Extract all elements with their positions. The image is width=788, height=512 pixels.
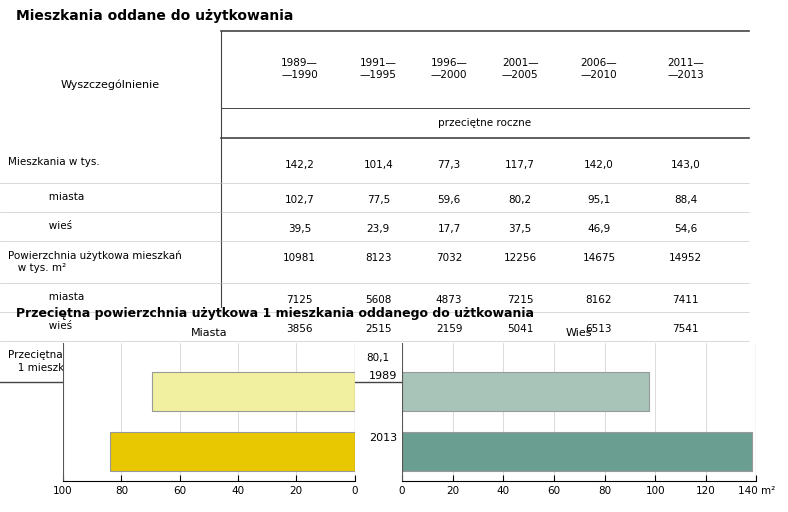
Text: 3856: 3856 (286, 324, 313, 334)
Text: wieś: wieś (39, 321, 72, 331)
Text: 117,7: 117,7 (505, 160, 535, 170)
Text: 8123: 8123 (365, 253, 392, 264)
Text: 103,3: 103,3 (584, 353, 614, 364)
Title: Wieś: Wieś (566, 328, 593, 338)
Text: 95,1: 95,1 (587, 195, 611, 205)
Text: 77,3: 77,3 (437, 160, 461, 170)
Text: Przeciętna powierzchnia użytkowa
   1 mieszkania w m²: Przeciętna powierzchnia użytkowa 1 miesz… (8, 350, 188, 373)
Text: miasta: miasta (39, 192, 84, 202)
Text: 91,0: 91,0 (437, 353, 461, 364)
Text: przeciętne roczne: przeciętne roczne (438, 118, 531, 128)
Text: 6513: 6513 (585, 324, 612, 334)
Text: Mieszkania oddane do użytkowania: Mieszkania oddane do użytkowania (16, 9, 293, 23)
Text: 46,9: 46,9 (587, 224, 611, 234)
Text: miasta: miasta (39, 292, 84, 302)
Text: 143,0: 143,0 (671, 160, 701, 170)
Text: 1991—
—1995: 1991— —1995 (360, 58, 396, 80)
Text: 2011—
—2013: 2011— —2013 (667, 58, 704, 80)
Text: 14952: 14952 (669, 253, 702, 264)
Text: 77,5: 77,5 (366, 195, 390, 205)
Text: 88,4: 88,4 (674, 195, 697, 205)
Text: 5041: 5041 (507, 324, 533, 334)
Text: 1996—
—2000: 1996— —2000 (431, 58, 467, 80)
Text: 5608: 5608 (365, 295, 392, 305)
Text: 142,0: 142,0 (584, 160, 614, 170)
Text: 54,6: 54,6 (674, 224, 697, 234)
Text: 102,7: 102,7 (284, 195, 314, 205)
Text: 104,1: 104,1 (505, 353, 535, 364)
Text: 7125: 7125 (286, 295, 313, 305)
Text: 2515: 2515 (365, 324, 392, 334)
Text: 80,1: 80,1 (366, 353, 390, 364)
Text: wieś: wieś (39, 221, 72, 231)
Text: 10981: 10981 (283, 253, 316, 264)
Text: Przeciętna powierzchnia użytkowa 1 mieszkania oddanego do użtkowania: Przeciętna powierzchnia użytkowa 1 miesz… (16, 307, 533, 321)
Text: 1989: 1989 (369, 371, 397, 381)
Text: 101,4: 101,4 (363, 160, 393, 170)
Text: 7411: 7411 (672, 295, 699, 305)
Text: 80,2: 80,2 (508, 195, 532, 205)
Text: 39,5: 39,5 (288, 224, 311, 234)
Bar (152, 372, 355, 411)
Text: 142,2: 142,2 (284, 160, 314, 170)
Text: 12256: 12256 (504, 253, 537, 264)
Text: 77,2: 77,2 (288, 353, 311, 364)
Text: 7032: 7032 (436, 253, 463, 264)
Bar (402, 432, 752, 471)
Text: 7215: 7215 (507, 295, 533, 305)
Text: 4873: 4873 (436, 295, 463, 305)
Text: Wyszczególnienie: Wyszczególnienie (61, 79, 160, 90)
Text: 17,7: 17,7 (437, 224, 461, 234)
Text: Powierzchnia użytkowa mieszkań
   w tys. m²: Powierzchnia użytkowa mieszkań w tys. m² (8, 250, 181, 273)
Bar (110, 432, 355, 471)
Text: 59,6: 59,6 (437, 195, 461, 205)
Text: 104,6: 104,6 (671, 353, 701, 364)
Text: 1989—
—1990: 1989— —1990 (281, 58, 318, 80)
Text: 14675: 14675 (582, 253, 615, 264)
Text: 8162: 8162 (585, 295, 612, 305)
Text: 23,9: 23,9 (366, 224, 390, 234)
Text: 37,5: 37,5 (508, 224, 532, 234)
Text: 2159: 2159 (436, 324, 463, 334)
Text: 2006—
—2010: 2006— —2010 (581, 58, 617, 80)
Text: 7541: 7541 (672, 324, 699, 334)
Text: Mieszkania w tys.: Mieszkania w tys. (8, 157, 99, 167)
Title: Miasta: Miasta (191, 328, 227, 338)
Text: 2013: 2013 (369, 433, 397, 443)
Text: 2001—
—2005: 2001— —2005 (502, 58, 538, 80)
Bar (402, 372, 649, 411)
